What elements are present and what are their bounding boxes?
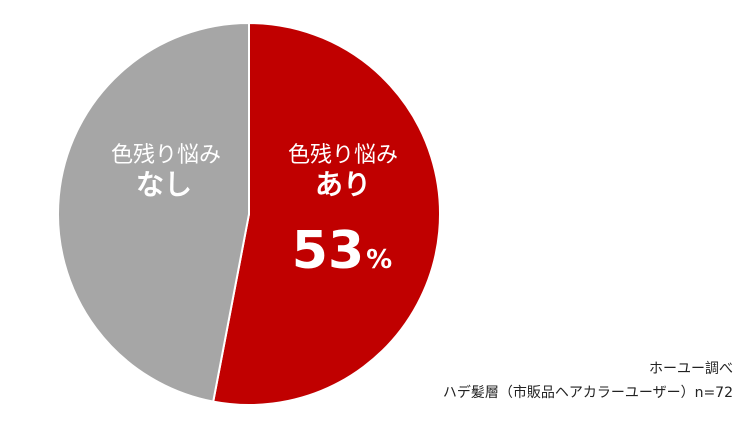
pie-slice-ari xyxy=(212,21,441,406)
slice-value-label: 53% xyxy=(292,221,392,281)
slice-label-ari-line2: あり xyxy=(315,168,371,201)
slice-value-unit: % xyxy=(366,245,392,275)
slice-label-nashi-line2: なし xyxy=(136,168,192,201)
slice-label-nashi-line1: 色残り悩み xyxy=(111,143,221,168)
pie-slices xyxy=(57,21,441,406)
slice-value-number: 53 xyxy=(292,221,364,281)
sample-note: ハデ髪層（市販品ヘアカラーユーザー）n=72 xyxy=(442,385,733,401)
pie-slice-nashi xyxy=(57,21,250,403)
slice-label-ari-line1: 色残り悩み xyxy=(288,143,398,168)
source-note: ホーユー調べ xyxy=(649,361,733,377)
